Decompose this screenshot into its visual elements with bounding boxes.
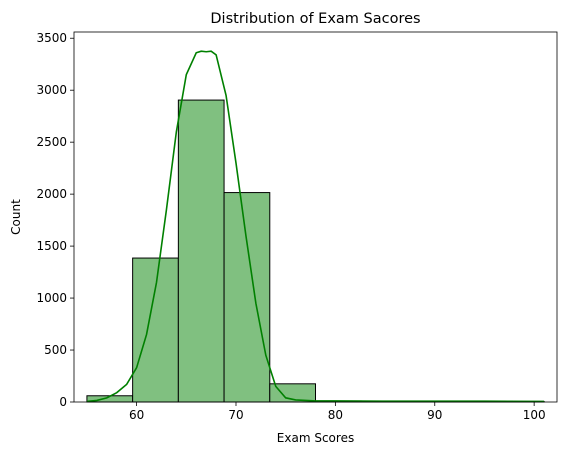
chart-title: Distribution of Exam Sacores [210,11,420,27]
histogram-bar [223,192,271,403]
y-tick-label: 2500 [36,135,67,149]
histogram-bar [132,257,179,403]
x-tick-label: 80 [328,408,343,422]
y-axis-ticks: 0 500 1000 1500 2000 2500 3000 3500 [36,31,74,409]
x-axis-ticks: 60 70 80 90 100 [129,402,546,422]
histogram-bar [177,99,225,403]
x-axis-label: Exam Scores [277,431,354,445]
y-axis-label: Count [9,199,23,235]
kde-curve [86,50,545,403]
y-tick-label: 2000 [36,187,67,201]
y-tick-label: 500 [44,343,67,357]
bars [86,99,545,403]
y-tick-label: 3000 [36,83,67,97]
plot-frame [73,31,558,403]
y-tick-label: 1000 [36,291,67,305]
x-tick-label: 70 [228,408,243,422]
y-tick-label: 1500 [36,239,67,253]
y-tick-label: 0 [59,395,67,409]
x-tick-label: 60 [129,408,144,422]
x-tick-label: 100 [523,408,546,422]
y-tick-label: 3500 [36,31,67,45]
x-tick-label: 90 [427,408,442,422]
